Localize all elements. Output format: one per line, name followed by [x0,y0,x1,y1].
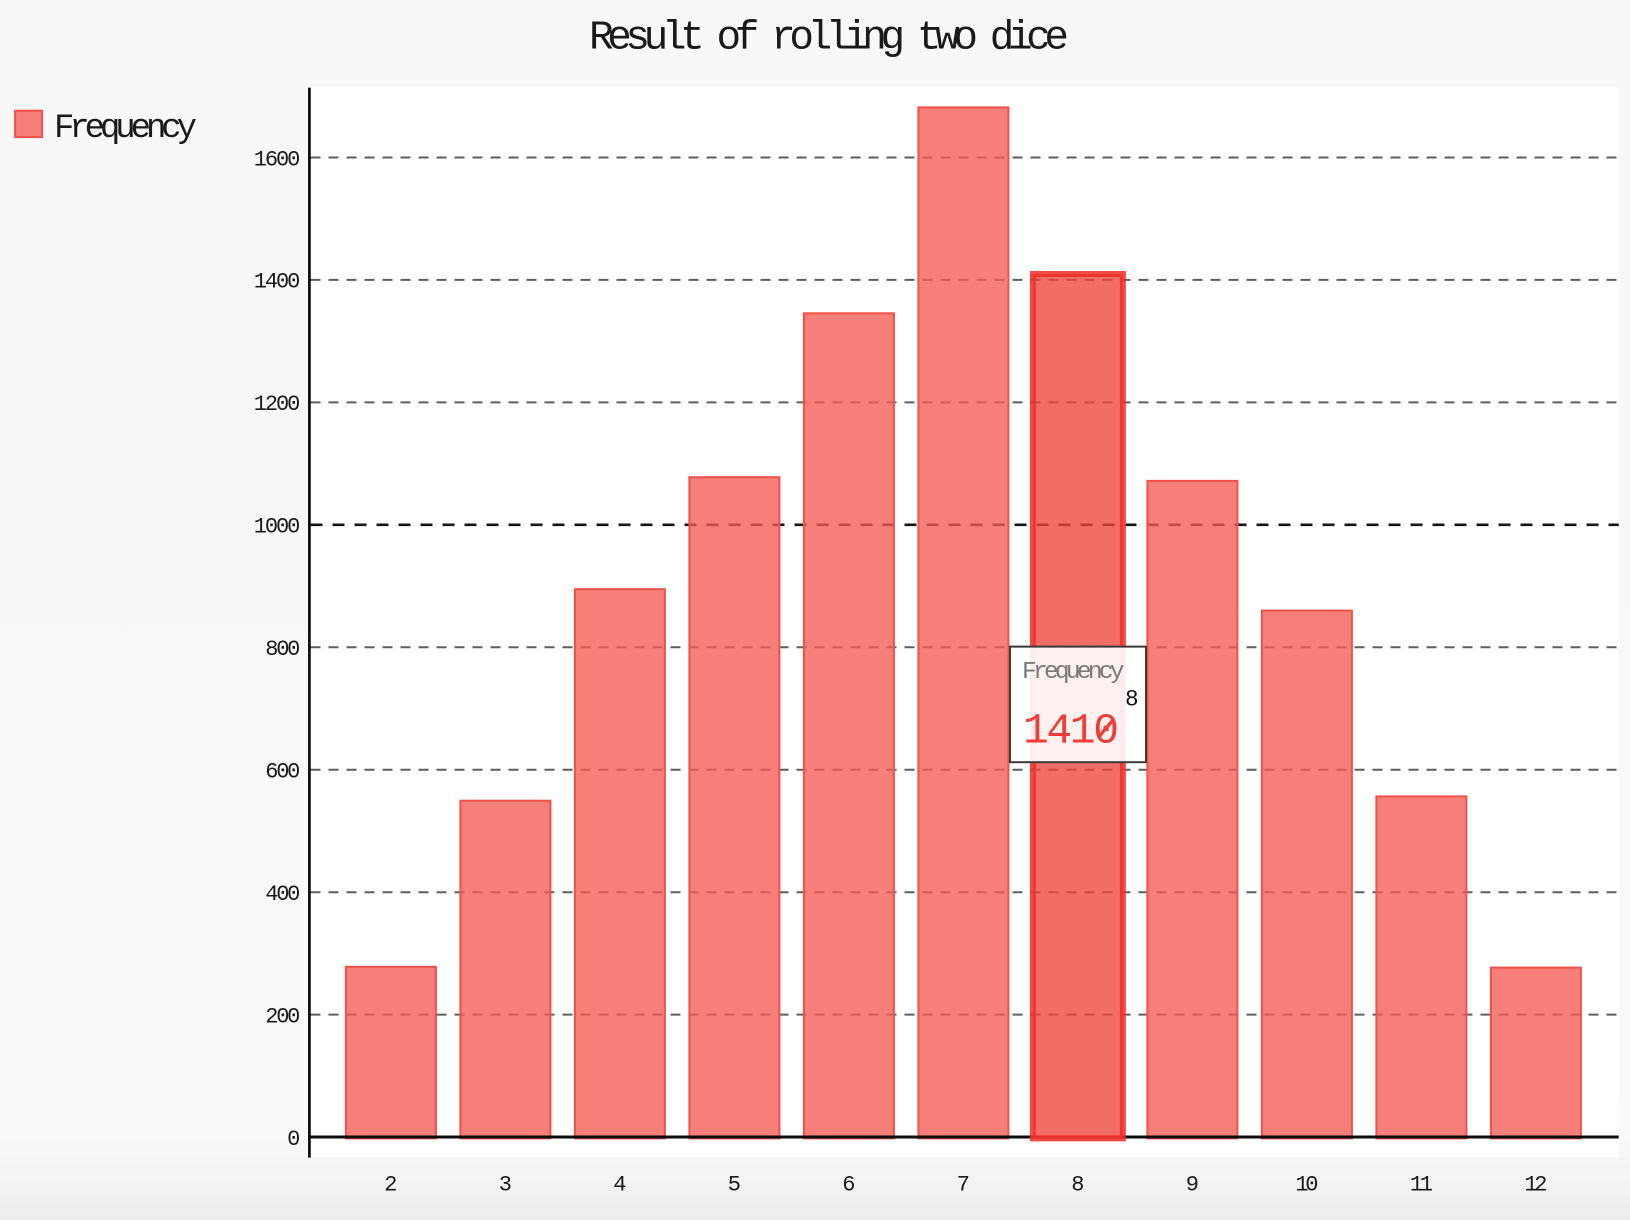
svg-text:6: 6 [842,1173,855,1198]
svg-text:1600: 1600 [254,147,301,172]
svg-text:200: 200 [265,1004,300,1029]
svg-text:600: 600 [265,760,300,785]
svg-text:800: 800 [265,637,300,662]
svg-text:8: 8 [1125,687,1139,713]
svg-text:10: 10 [1295,1173,1318,1198]
svg-text:11: 11 [1410,1173,1433,1198]
svg-text:Frequency: Frequency [54,110,197,148]
svg-text:9: 9 [1186,1173,1199,1198]
svg-text:7: 7 [957,1173,970,1198]
svg-text:Result of rolling two dice: Result of rolling two dice [589,15,1069,61]
svg-text:400: 400 [265,882,300,907]
svg-text:4: 4 [613,1173,626,1198]
svg-text:3: 3 [499,1173,512,1198]
svg-text:1200: 1200 [254,392,301,417]
svg-text:Frequency: Frequency [1022,659,1125,686]
svg-text:12: 12 [1524,1173,1547,1198]
svg-text:2: 2 [384,1173,397,1198]
svg-text:5: 5 [728,1173,741,1198]
svg-text:1400: 1400 [254,270,301,295]
svg-text:1000: 1000 [254,515,301,540]
svg-text:8: 8 [1071,1173,1084,1198]
svg-text:0: 0 [287,1127,300,1152]
